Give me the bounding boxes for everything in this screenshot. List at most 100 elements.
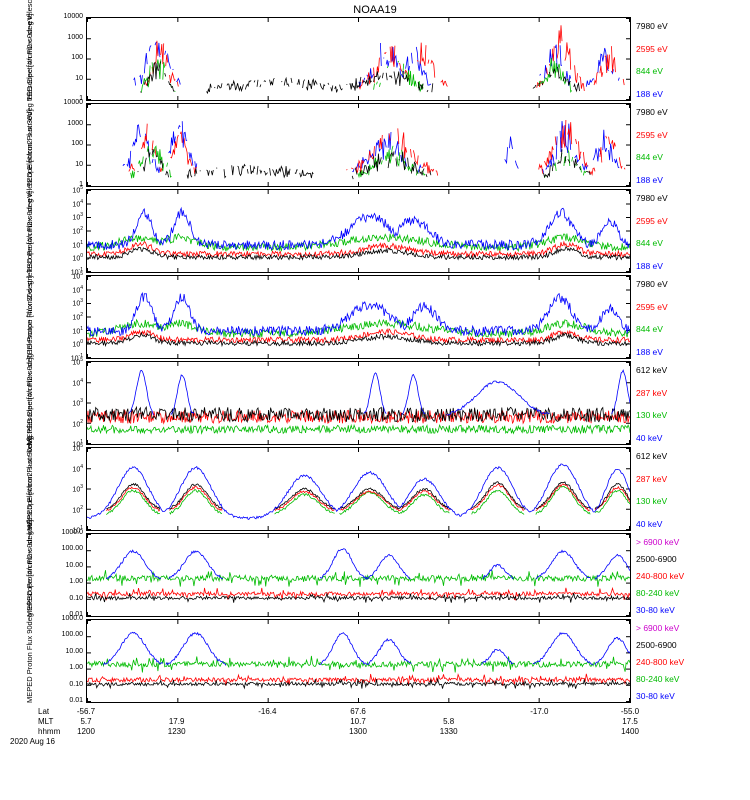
- legend-label-ted-proton-0deg-0: 7980 eV: [636, 193, 668, 203]
- legend-label-meped-proton-0deg-1: 2500-6900: [636, 554, 677, 564]
- y-tick-label: 102: [72, 226, 83, 236]
- y-tick-label: 103: [72, 398, 83, 408]
- legend-label-ted-proton-0deg-2: 844 eV: [636, 238, 663, 249]
- plot-area-meped-proton-90deg: [87, 620, 630, 702]
- y-tick-label: 100: [71, 140, 83, 147]
- y-tick-label: 105: [72, 185, 83, 195]
- y-tick-label: 105: [72, 357, 83, 367]
- y-tick-label: 1000: [67, 119, 83, 127]
- x-tick-mlt-3: 10.7: [350, 717, 366, 726]
- legend-label-ted-electron-30deg-3: 188 eV: [636, 175, 663, 185]
- plot-area-meped-electron-90deg: [87, 448, 630, 530]
- legend-label-meped-proton-0deg-3: 80-240 keV: [636, 588, 680, 598]
- y-tick-label: 1: [79, 95, 83, 102]
- legend-label-ted-proton-0deg-1: 2595 eV: [636, 215, 668, 226]
- y-tick-label: 103: [72, 484, 83, 494]
- plot-area-ted-proton-30deg: [87, 276, 630, 358]
- legend-label-meped-electron-0deg-1: 287 keV: [636, 387, 668, 398]
- y-tick-label: 103: [72, 212, 83, 222]
- y-tick-label: 104: [72, 377, 83, 387]
- y-tick-label: 1000: [67, 33, 83, 41]
- y-tick-label: 10: [75, 160, 83, 168]
- legend-label-ted-electron-0deg-3: 188 eV: [636, 89, 663, 99]
- y-tick-label: 10.00: [65, 561, 83, 569]
- x-axis-row-name-mlt: MLT: [38, 717, 54, 726]
- y-tick-label: 101: [72, 325, 83, 335]
- legend-label-meped-proton-90deg-0: > 6900 keV: [636, 623, 680, 633]
- y-tick-label: 105: [72, 443, 83, 453]
- plot-area-meped-electron-0deg: [87, 362, 630, 444]
- legend-label-ted-electron-30deg-1: 2595 eV: [636, 129, 668, 140]
- plot-panel-meped-electron-0deg: [86, 361, 631, 445]
- page-title: NOAA19: [353, 4, 397, 16]
- legend-label-meped-electron-90deg-1: 287 keV: [636, 473, 668, 484]
- legend-label-meped-proton-90deg-4: 30-80 keV: [636, 691, 675, 701]
- legend-label-ted-proton-30deg-1: 2595 eV: [636, 301, 668, 312]
- legend-label-ted-proton-30deg-0: 7980 eV: [636, 279, 668, 289]
- legend-label-meped-proton-0deg-2: 240-800 keV: [636, 571, 685, 581]
- plot-area-ted-electron-30deg: [87, 104, 630, 186]
- plot-panel-meped-proton-90deg: [86, 619, 631, 703]
- y-tick-label: 105: [72, 271, 83, 281]
- y-tick-label: 1.00: [69, 664, 83, 672]
- date-stamp: 2020 Aug 16: [10, 737, 55, 746]
- legend-label-meped-electron-90deg-3: 40 keV: [636, 519, 663, 529]
- legend-label-ted-electron-30deg-0: 7980 eV: [636, 107, 668, 117]
- y-tick-label: 102: [72, 418, 83, 428]
- y-tick-label: 100.00: [61, 631, 83, 639]
- legend-label-ted-electron-30deg-2: 844 eV: [636, 152, 663, 163]
- legend-label-meped-electron-0deg-0: 612 keV: [636, 365, 668, 375]
- legend-label-meped-proton-0deg-4: 30-80 keV: [636, 605, 675, 615]
- y-tick-label: 0.01: [69, 611, 83, 618]
- y-tick-label: 103: [72, 298, 83, 308]
- y-tick-label: 10-1: [70, 267, 83, 277]
- x-tick-hhmm-6: 1400: [621, 727, 639, 736]
- x-axis-row-name-hhmm: hhmm: [38, 727, 61, 736]
- x-tick-lat-5: -17.0: [530, 707, 549, 716]
- plot-panel-meped-proton-0deg: [86, 533, 631, 617]
- y-tick-label: 1.00: [69, 578, 83, 586]
- y-tick-label: 101: [72, 239, 83, 249]
- legend-label-meped-proton-90deg-1: 2500-6900: [636, 640, 677, 650]
- x-tick-mlt-0: 5.7: [80, 717, 92, 726]
- plot-panel-ted-proton-30deg: [86, 275, 631, 359]
- y-tick-label: 104: [72, 463, 83, 473]
- y-tick-label: 10: [75, 74, 83, 82]
- y-tick-label: 1: [79, 181, 83, 188]
- y-tick-label: 0.10: [69, 594, 83, 602]
- x-tick-mlt-4: 5.8: [443, 717, 455, 726]
- y-tick-label: 100: [71, 54, 83, 61]
- legend-label-meped-proton-90deg-2: 240-800 keV: [636, 657, 685, 667]
- y-tick-label: 101: [72, 525, 83, 535]
- y-tick-label: 104: [72, 284, 83, 294]
- y-tick-label: 10000: [63, 13, 83, 20]
- y-tick-label: 0.10: [69, 680, 83, 688]
- plot-panel-ted-electron-0deg: [86, 17, 631, 101]
- legend-label-ted-proton-30deg-2: 844 eV: [636, 324, 663, 335]
- y-tick-label: 101: [72, 439, 83, 449]
- x-tick-hhmm-3: 1300: [349, 727, 367, 736]
- plot-panel-meped-electron-90deg: [86, 447, 631, 531]
- x-tick-mlt-1: 17.9: [168, 717, 185, 726]
- plot-area-meped-proton-0deg: [87, 534, 630, 616]
- legend-label-ted-proton-30deg-3: 188 eV: [636, 347, 663, 357]
- x-tick-hhmm-1: 1230: [167, 727, 186, 736]
- legend-label-meped-electron-90deg-2: 130 keV: [636, 496, 668, 507]
- y-tick-label: 102: [72, 312, 83, 322]
- y-tick-label: 100: [72, 339, 83, 349]
- y-tick-label: 100: [72, 253, 83, 263]
- y-tick-label: 1000.0: [61, 615, 83, 622]
- legend-label-ted-proton-0deg-3: 188 eV: [636, 261, 663, 271]
- plot-area-ted-electron-0deg: [87, 18, 630, 100]
- y-tick-label: 0.01: [69, 697, 83, 704]
- x-tick-lat-0: -56.7: [76, 707, 96, 716]
- y-axis-label-meped-proton-90deg: MEPED Proton Flux 90deg telescope [#/cm2…: [25, 519, 34, 703]
- x-tick-lat-3: 67.6: [350, 707, 366, 716]
- x-tick-lat-6: -55.0: [620, 707, 640, 716]
- x-tick-hhmm-0: 1200: [77, 727, 95, 736]
- legend-label-meped-electron-0deg-3: 40 keV: [636, 433, 663, 443]
- plot-panel-ted-electron-30deg: [86, 103, 631, 187]
- legend-label-ted-electron-0deg-2: 844 eV: [636, 66, 663, 77]
- x-tick-hhmm-4: 1330: [439, 727, 458, 736]
- y-tick-label: 10.00: [65, 647, 83, 655]
